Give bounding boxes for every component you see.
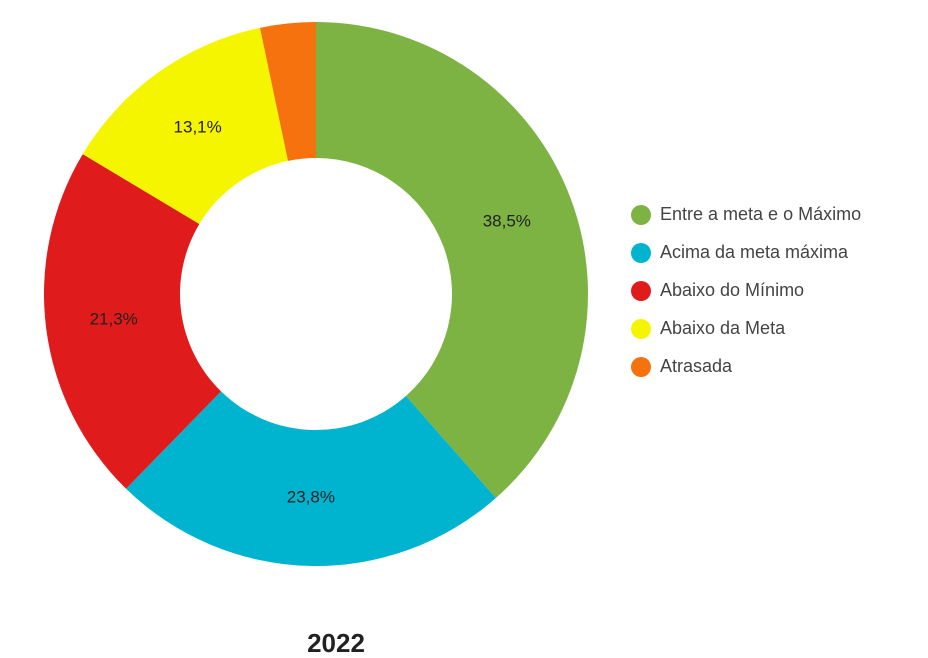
legend-label: Abaixo do Mínimo [660, 280, 804, 300]
slice [316, 22, 589, 499]
slice [260, 22, 316, 161]
legend-swatch [631, 205, 651, 225]
legend-label: Atrasada [660, 356, 733, 376]
data-label: 13,1% [174, 117, 222, 136]
data-label: 21,3% [90, 310, 138, 329]
slice [82, 27, 289, 225]
slice [43, 154, 222, 489]
legend-swatch [631, 243, 651, 263]
legend-swatch [631, 319, 651, 339]
chart-title: 2022 [307, 628, 365, 658]
legend-label: Acima da meta máxima [660, 242, 849, 262]
data-label: 38,5% [483, 211, 531, 230]
data-label: 23,8% [287, 487, 335, 506]
legend-label: Entre a meta e o Máximo [660, 204, 861, 224]
legend-label: Abaixo da Meta [660, 318, 786, 338]
slice [126, 391, 496, 566]
legend-swatch [631, 357, 651, 377]
legend-swatch [631, 281, 651, 301]
